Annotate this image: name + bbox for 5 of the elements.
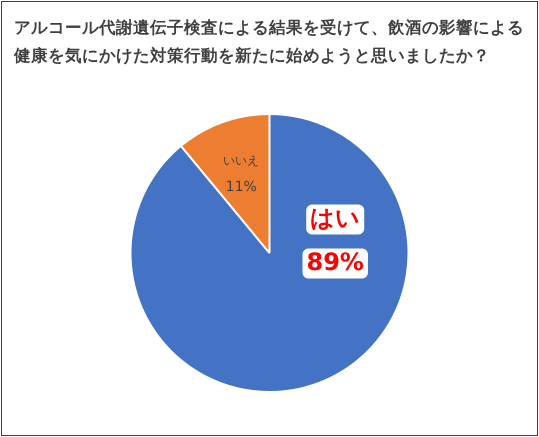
slice-label: いいえ <box>223 154 260 168</box>
data-label: 89% <box>306 248 364 276</box>
chart-title: アルコール代謝遺伝子検査による結果を受けて、飲酒の影響による健康を気にかけた対策行動を新たに始めようと思いましたか？ <box>14 17 525 67</box>
slice-label: はい <box>310 204 360 232</box>
data-label: 11% <box>226 179 257 196</box>
